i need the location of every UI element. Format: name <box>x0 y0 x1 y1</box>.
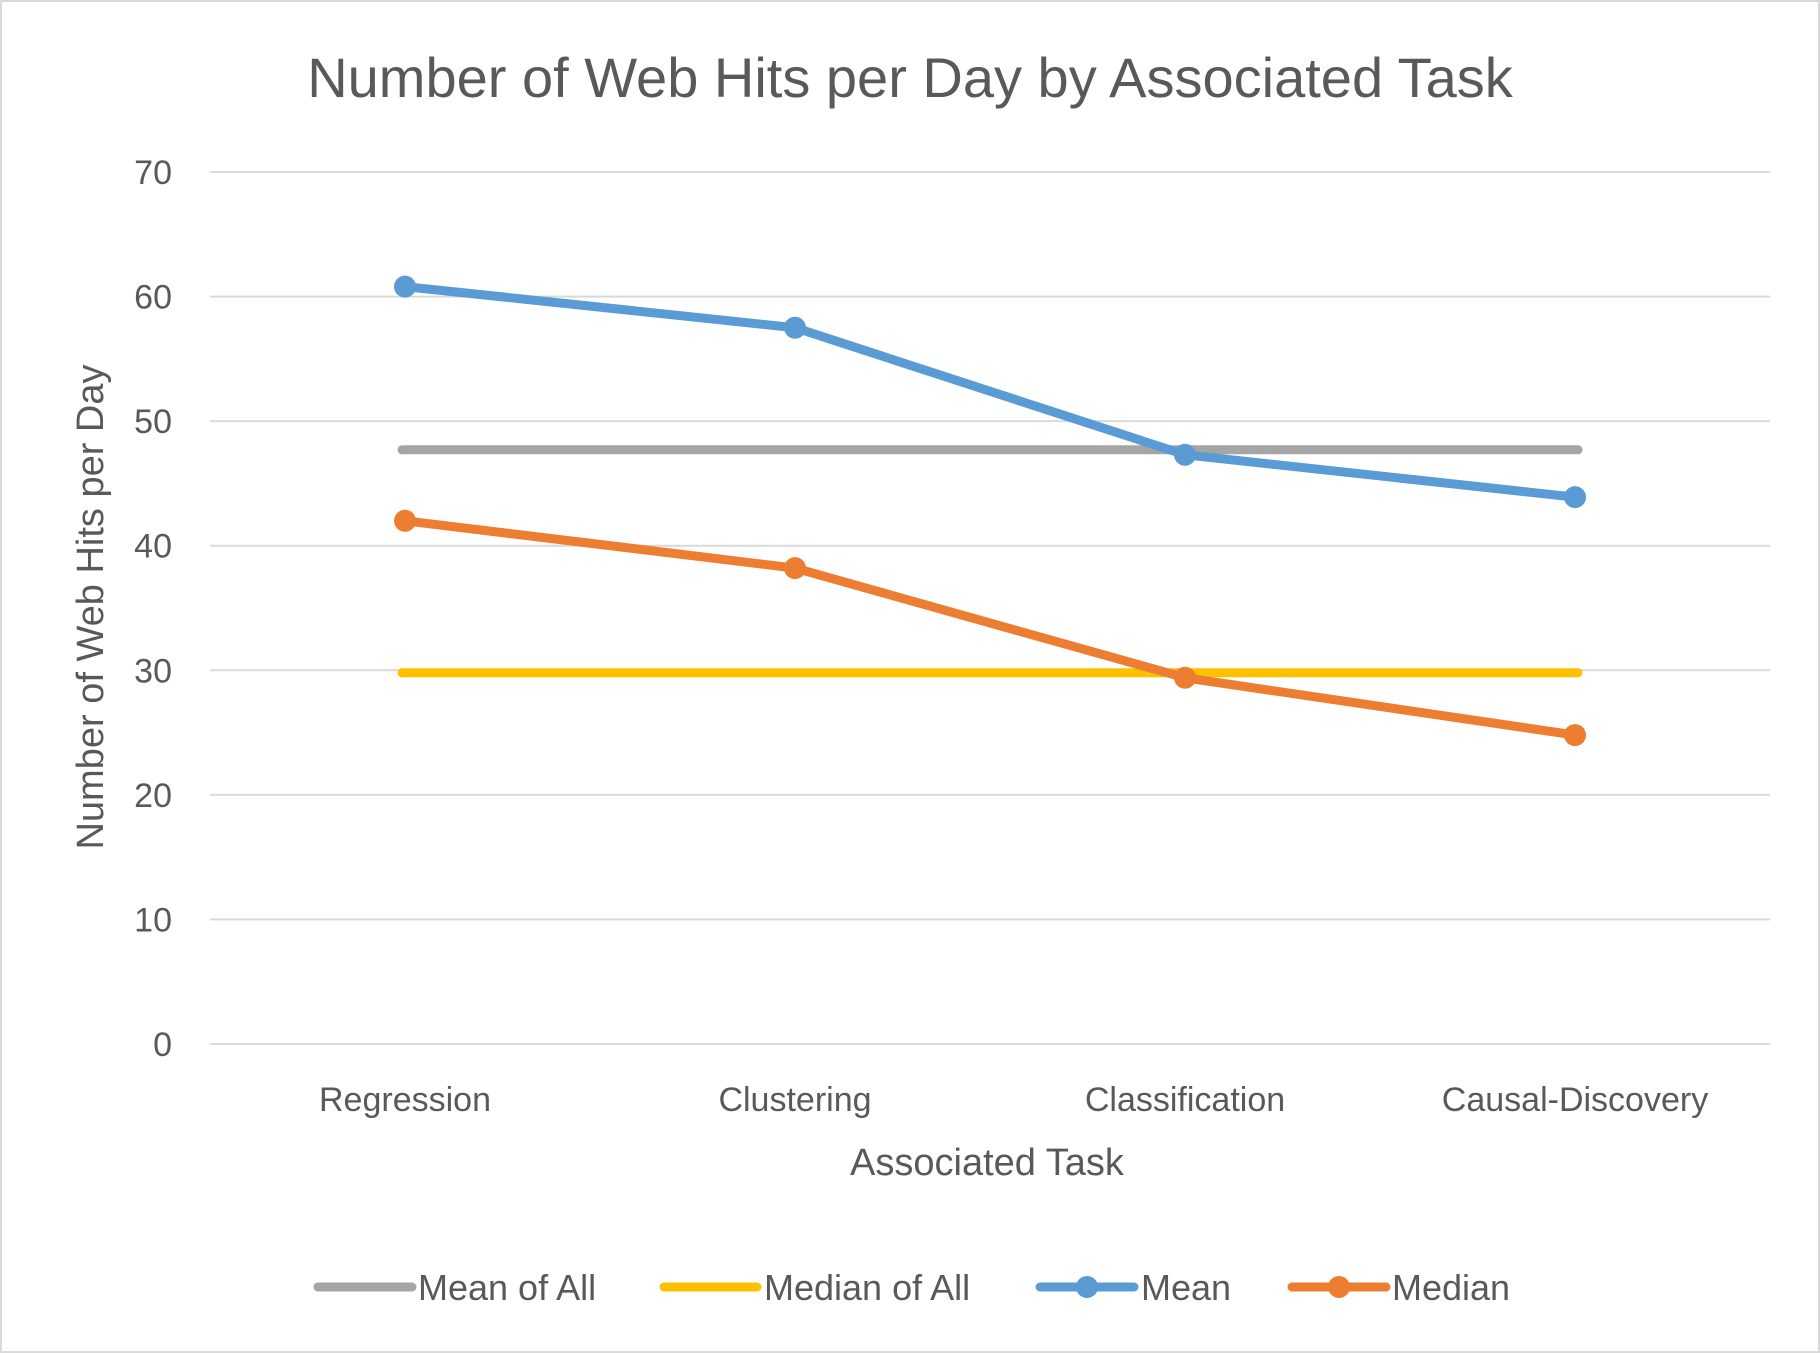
y-tick-label: 10 <box>134 901 172 939</box>
legend-item: Median <box>1287 1267 1510 1308</box>
y-tick-label: 60 <box>134 279 172 317</box>
series-lines <box>394 275 1586 747</box>
legend-item: Mean <box>1035 1267 1231 1308</box>
y-tick-label: 20 <box>134 777 172 815</box>
x-tick-label: Regression <box>319 1081 491 1119</box>
data-point <box>394 275 416 298</box>
legend-item: Median of All <box>659 1267 970 1308</box>
x-axis-title: Associated Task <box>850 1142 1125 1184</box>
series-median <box>394 509 1586 747</box>
legend-label: Mean of All <box>418 1267 596 1308</box>
data-point <box>1174 666 1196 689</box>
x-tick-label: Clustering <box>718 1081 871 1119</box>
legend-marker <box>1328 1276 1350 1298</box>
x-axis-tick-labels: Regression Clustering Classification Causal… <box>319 1081 1708 1119</box>
data-point <box>784 316 806 339</box>
legend-marker <box>1076 1276 1098 1298</box>
series-mean <box>394 275 1586 509</box>
x-tick-label: Classification <box>1085 1081 1285 1119</box>
gridlines <box>210 171 1770 1045</box>
data-point <box>394 509 416 532</box>
y-tick-label: 30 <box>134 652 172 690</box>
data-point <box>1174 443 1196 466</box>
legend-label: Median <box>1392 1267 1510 1308</box>
series-line <box>400 516 1580 740</box>
y-tick-label: 0 <box>153 1026 172 1064</box>
data-point <box>1564 486 1586 509</box>
y-axis-tick-labels: 0 10 20 30 40 50 60 70 <box>134 154 172 1064</box>
data-point <box>1564 724 1586 747</box>
y-tick-label: 70 <box>134 154 172 192</box>
chart-title: Number of Web Hits per Day by Associated… <box>307 46 1514 109</box>
legend: Mean of All Median of All Mean Median <box>313 1267 1510 1308</box>
x-tick-label: Causal-Discovery <box>1442 1081 1708 1119</box>
y-tick-label: 50 <box>134 403 172 441</box>
series-line <box>400 282 1580 502</box>
legend-label: Median of All <box>764 1267 970 1308</box>
y-axis-title: Number of Web Hits per Day <box>70 364 112 849</box>
data-point <box>784 557 806 580</box>
legend-label: Mean <box>1141 1267 1231 1308</box>
y-tick-label: 40 <box>134 528 172 566</box>
legend-item: Mean of All <box>313 1267 596 1308</box>
